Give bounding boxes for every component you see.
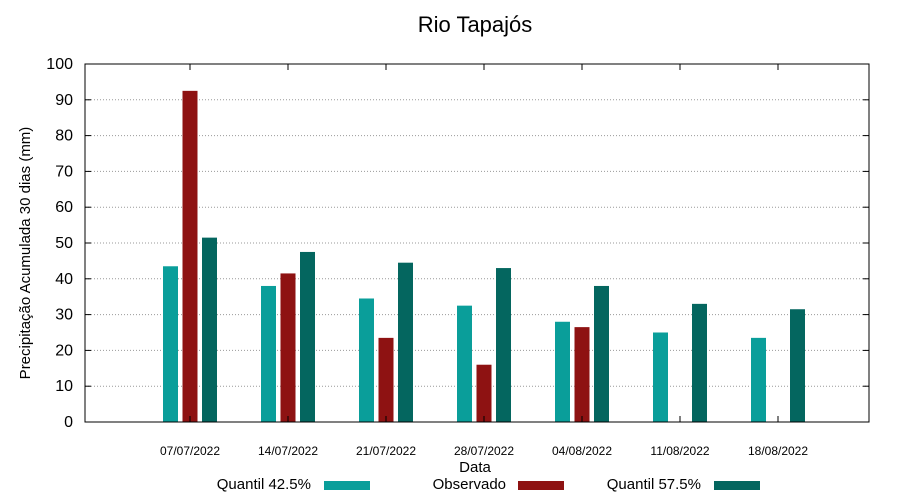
bar-quantil-42-5 xyxy=(359,298,374,422)
x-axis-ticks: 07/07/2022 14/07/2022 21/07/2022 28/07/2022… xyxy=(160,64,808,458)
bar-observado xyxy=(574,327,590,422)
legend-swatch xyxy=(324,481,370,490)
bar-quantil-42-5 xyxy=(751,337,766,422)
bar-quantil-57-5 xyxy=(300,251,315,422)
x-tick-label: 28/07/2022 xyxy=(454,444,514,458)
y-tick-label: 0 xyxy=(64,414,73,431)
bar-quantil-57-5 xyxy=(398,262,413,422)
y-tick-label: 30 xyxy=(55,307,73,324)
bar-quantil-42-5 xyxy=(555,321,570,422)
y-tick-label: 70 xyxy=(55,163,73,180)
bar-quantil-42-5 xyxy=(457,305,472,422)
legend-label: Observado xyxy=(433,476,506,493)
x-tick-label: 18/08/2022 xyxy=(748,444,808,458)
bar-quantil-42-5 xyxy=(261,285,276,422)
legend: Quantil 42.5% Observado Quantil 57.5% xyxy=(217,476,760,493)
y-tick-label: 40 xyxy=(55,271,73,288)
bar-quantil-57-5 xyxy=(202,237,217,422)
y-axis-label: Precipitação Acumulada 30 dias (mm) xyxy=(17,127,34,380)
y-tick-label: 80 xyxy=(55,128,73,145)
legend-swatch xyxy=(518,481,564,490)
bar-observado xyxy=(182,90,198,422)
bar-observado xyxy=(280,273,296,422)
bar-quantil-42-5 xyxy=(163,266,178,422)
x-tick-label: 21/07/2022 xyxy=(356,444,416,458)
bar-observado xyxy=(378,337,394,422)
bar-quantil-57-5 xyxy=(496,268,511,422)
x-tick-label: 07/07/2022 xyxy=(160,444,220,458)
y-tick-label: 60 xyxy=(55,199,73,216)
y-tick-label: 90 xyxy=(55,92,73,109)
x-tick-label: 14/07/2022 xyxy=(258,444,318,458)
bar-observado xyxy=(476,364,492,422)
bars xyxy=(163,90,805,422)
legend-label: Quantil 42.5% xyxy=(217,476,311,493)
bar-quantil-57-5 xyxy=(594,285,609,422)
legend-swatch xyxy=(714,481,760,490)
x-axis-label: Data xyxy=(459,459,491,476)
y-tick-label: 50 xyxy=(55,235,73,252)
bar-quantil-57-5 xyxy=(692,303,707,422)
bar-quantil-57-5 xyxy=(790,309,805,422)
y-tick-label: 100 xyxy=(46,56,73,73)
legend-label: Quantil 57.5% xyxy=(607,476,701,493)
y-tick-label: 10 xyxy=(55,378,73,395)
y-tick-label: 20 xyxy=(55,342,73,359)
chart-title: Rio Tapajós xyxy=(418,12,533,37)
bar-quantil-42-5 xyxy=(653,332,668,422)
y-axis-ticks: 0 10 20 30 40 50 60 70 80 90 100 xyxy=(46,56,869,431)
x-tick-label: 11/08/2022 xyxy=(650,444,709,458)
x-tick-label: 04/08/2022 xyxy=(552,444,612,458)
